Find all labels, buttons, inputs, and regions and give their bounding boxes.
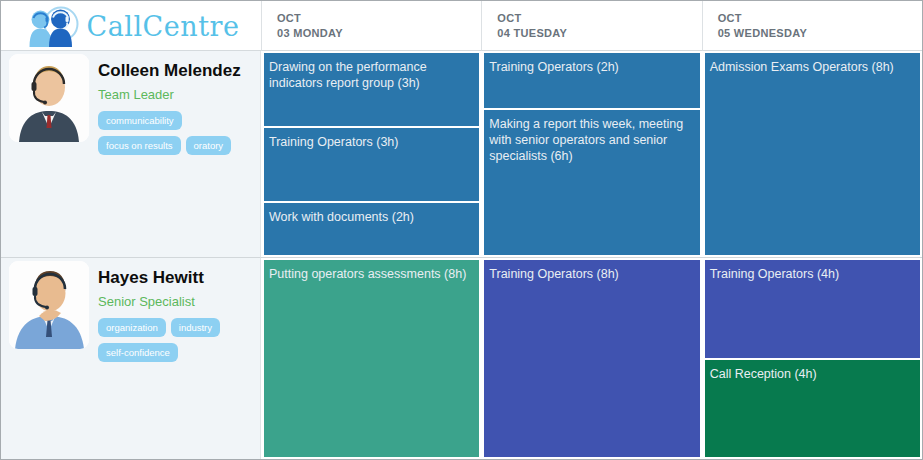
employee-role: Team Leader [98, 86, 259, 103]
skill-tag: industry [171, 318, 220, 337]
task-block[interactable]: Drawing on the performance indicators re… [264, 53, 479, 126]
task-block[interactable]: Training Operators (8h) [484, 260, 699, 457]
skill-tag: organization [98, 318, 166, 337]
employee-card-hayes: Hayes Hewitt Senior Specialist organizat… [1, 257, 261, 459]
schedule-cell-colleen-tuesday: Training Operators (2h)Making a report t… [481, 51, 701, 257]
task-block[interactable]: Training Operators (3h) [264, 128, 479, 201]
day-label: 05 WEDNESDAY [718, 27, 807, 39]
employee-photo [9, 54, 89, 142]
skill-tag: focus on results [98, 136, 181, 155]
employee-avatar-icon [9, 261, 89, 349]
task-block[interactable]: Training Operators (4h) [705, 260, 920, 358]
schedule-cell-colleen-wednesday: Admission Exams Operators (8h) [702, 51, 922, 257]
day-label: 03 MONDAY [277, 27, 343, 39]
employee-name: Hayes Hewitt [98, 267, 259, 289]
task-block[interactable]: Work with documents (2h) [264, 203, 479, 255]
employee-name: Colleen Melendez [98, 60, 259, 82]
employee-avatar-icon [9, 54, 89, 142]
task-block[interactable]: Training Operators (2h) [484, 53, 699, 108]
day-month: OCT [718, 11, 922, 26]
schedule-cell-hayes-monday: Putting operators assessments (8h) [261, 257, 481, 459]
app-title: CallCentre [87, 11, 240, 42]
day-month: OCT [497, 11, 701, 26]
employee-photo [9, 261, 89, 349]
schedule-cell-hayes-wednesday: Training Operators (4h)Call Reception (4… [702, 257, 922, 459]
task-block[interactable]: Call Reception (4h) [705, 360, 920, 458]
employee-role: Senior Specialist [98, 293, 259, 310]
day-month: OCT [277, 11, 481, 26]
schedule-cell-colleen-monday: Drawing on the performance indicators re… [261, 51, 481, 257]
callcentre-logo-icon [23, 5, 81, 49]
app-header-logo: CallCentre [1, 1, 261, 51]
schedule-cell-hayes-tuesday: Training Operators (8h) [481, 257, 701, 459]
day-header-wednesday: OCT 05 WEDNESDAY [702, 1, 922, 51]
day-header-tuesday: OCT 04 TUESDAY [481, 1, 701, 51]
employee-skill-tags: communicability focus on results oratory [98, 111, 259, 155]
task-block[interactable]: Admission Exams Operators (8h) [705, 53, 920, 255]
skill-tag: self-confidence [98, 343, 178, 362]
employee-card-colleen: Colleen Melendez Team Leader communicabi… [1, 51, 261, 257]
employee-skill-tags: organization industry self-confidence [98, 318, 259, 362]
call-centre-scheduler: CallCentre OCT 03 MONDAY OCT 04 TUESDAY … [0, 0, 923, 460]
day-label: 04 TUESDAY [497, 27, 567, 39]
skill-tag: communicability [98, 111, 182, 130]
task-block[interactable]: Making a report this week, meeting with … [484, 110, 699, 256]
task-block[interactable]: Putting operators assessments (8h) [264, 260, 479, 457]
day-header-monday: OCT 03 MONDAY [261, 1, 481, 51]
skill-tag: oratory [186, 136, 232, 155]
